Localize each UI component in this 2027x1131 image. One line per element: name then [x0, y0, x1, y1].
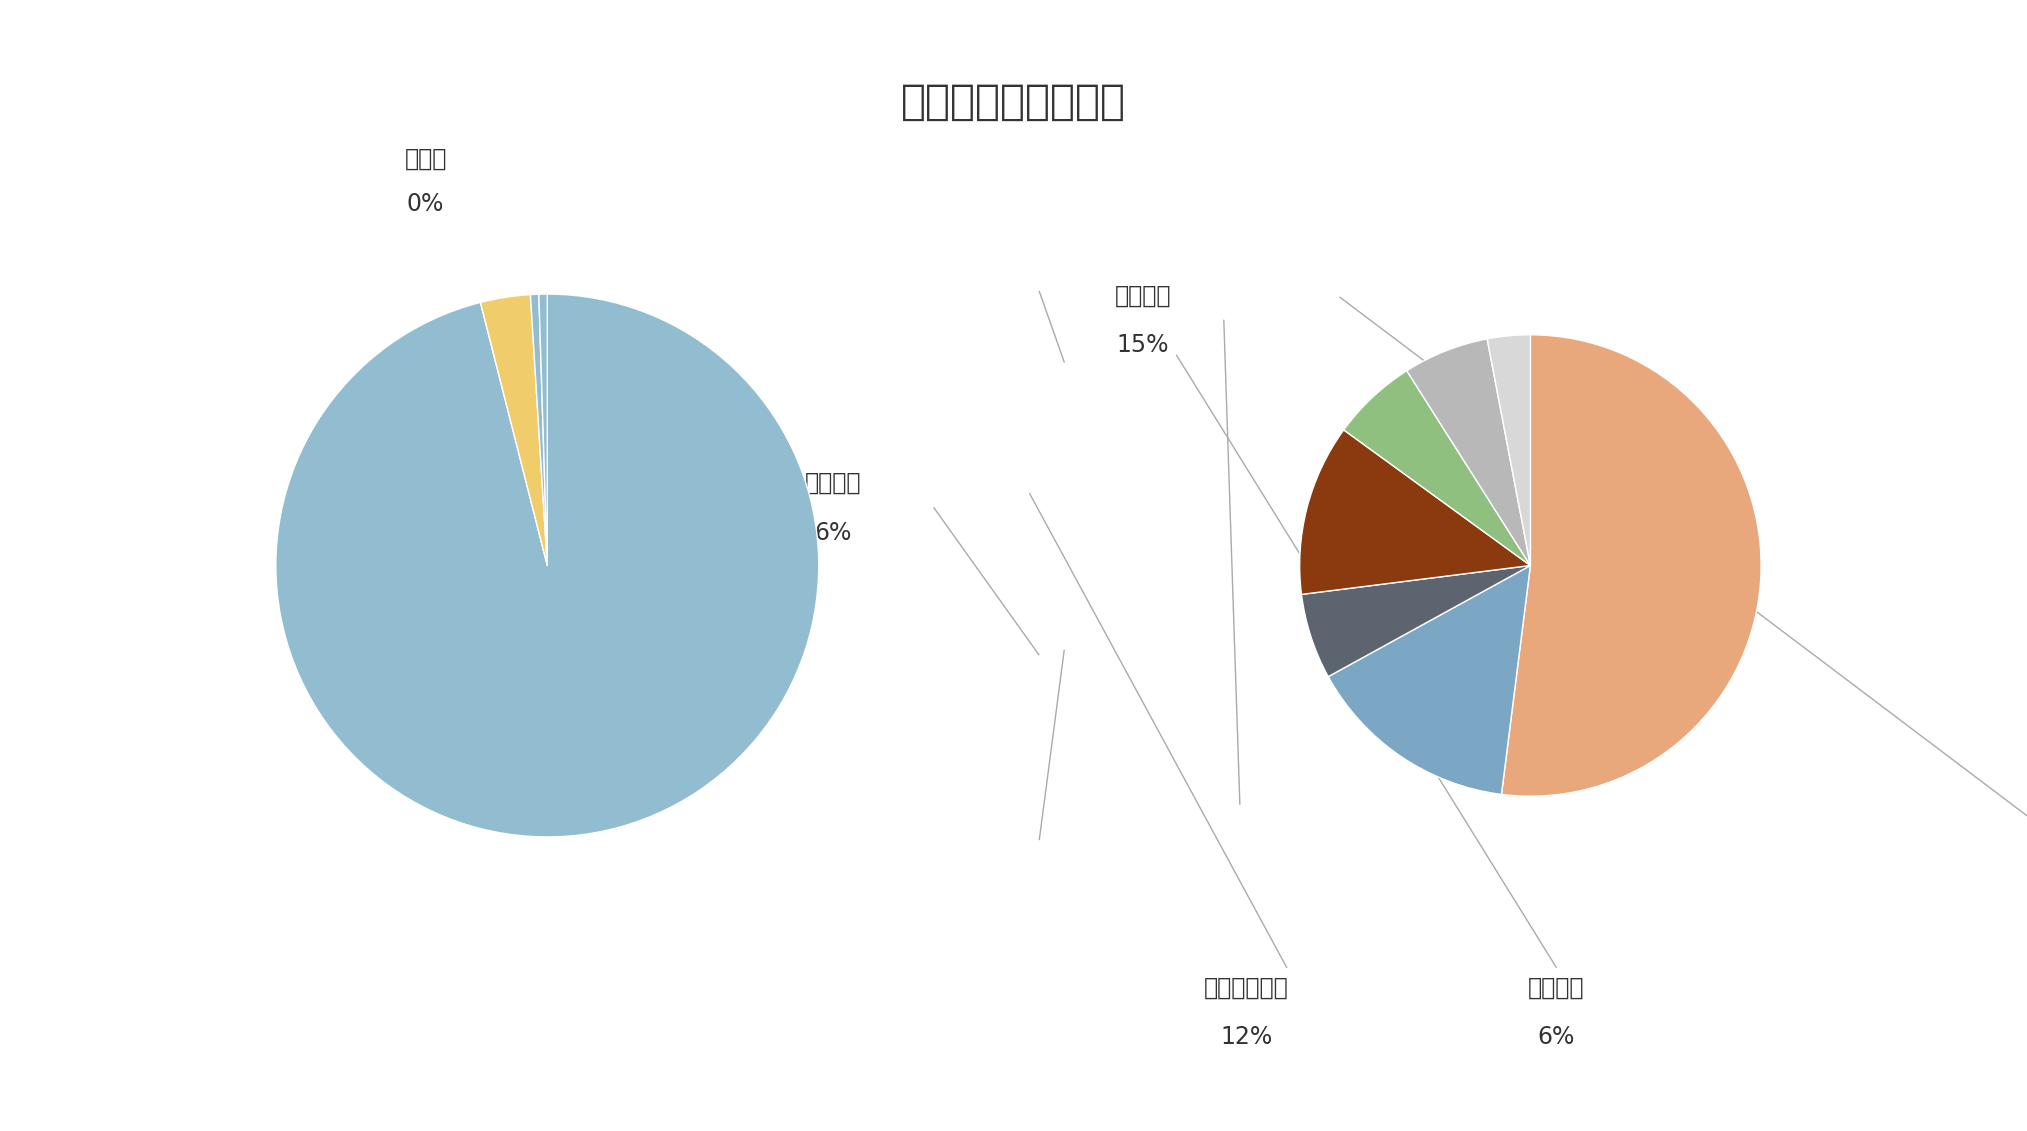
Text: 図１：炎上対象区分: 図１：炎上対象区分: [900, 80, 1127, 123]
Wedge shape: [531, 294, 547, 566]
Text: 6%: 6%: [1538, 1026, 1575, 1050]
Text: メーカー: メーカー: [1115, 284, 1172, 308]
Text: 自治体・団体: 自治体・団体: [1204, 976, 1289, 1000]
Wedge shape: [1502, 335, 1761, 796]
Text: 企業・団体: 企業・団体: [624, 576, 693, 601]
Text: 6%: 6%: [815, 520, 851, 545]
Text: 97%: 97%: [632, 621, 685, 646]
Text: その他: その他: [405, 146, 446, 171]
Text: 12%: 12%: [1220, 1026, 1273, 1050]
Wedge shape: [1328, 566, 1530, 794]
Wedge shape: [276, 294, 819, 837]
Text: 15%: 15%: [1117, 334, 1170, 357]
Wedge shape: [480, 294, 547, 566]
Text: 52%: 52%: [1648, 576, 1701, 601]
Text: 教育機関: 教育機関: [805, 470, 861, 495]
Text: サービス: サービス: [1646, 530, 1703, 555]
Wedge shape: [1299, 430, 1530, 595]
Wedge shape: [1301, 566, 1530, 676]
Wedge shape: [1407, 339, 1530, 566]
Text: 0%: 0%: [407, 191, 444, 216]
Text: インフラ: インフラ: [1528, 976, 1585, 1000]
Wedge shape: [539, 294, 547, 566]
Wedge shape: [1344, 371, 1530, 566]
Wedge shape: [1488, 335, 1530, 566]
